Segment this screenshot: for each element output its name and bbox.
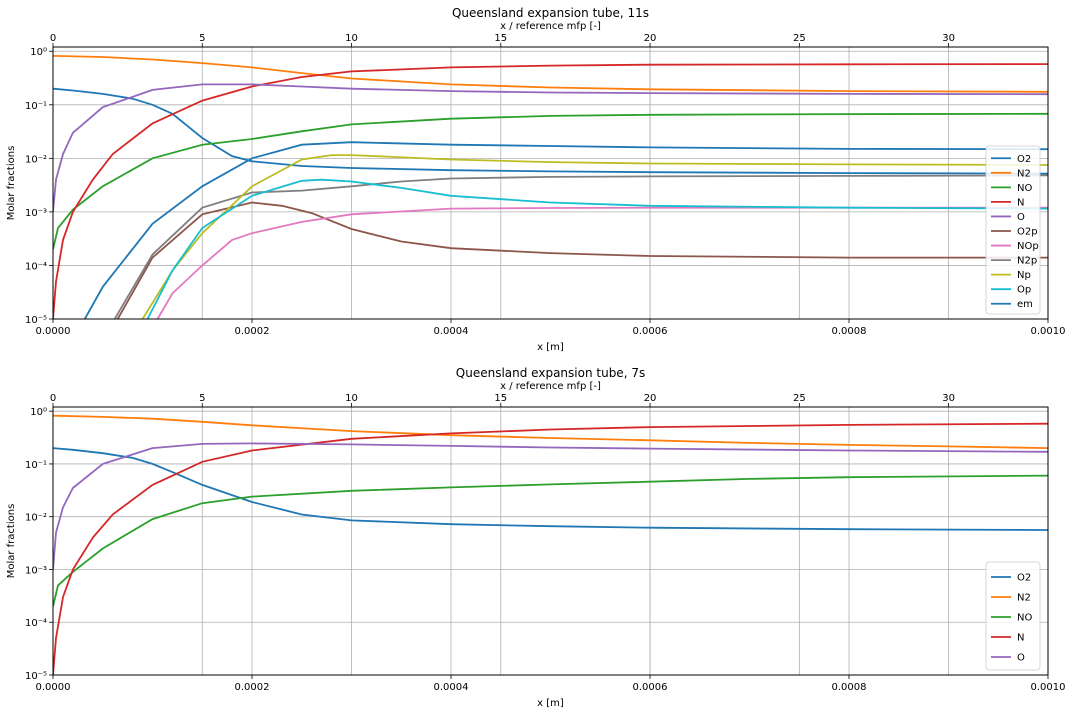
series-line-Op xyxy=(146,178,1048,319)
x-tick-label: 0.0010 xyxy=(1031,682,1066,693)
top-tick-label: 10 xyxy=(345,33,358,44)
chart-panel-1: 0.0000 0.0002 0.0004 0.0006 0.0008 0.0010 0 5 10… xyxy=(6,6,1066,353)
legend-label: O2 xyxy=(1017,573,1031,584)
legend-label: O xyxy=(1017,653,1025,664)
legend-label: N2 xyxy=(1017,168,1031,179)
x-tick-label: 0.0006 xyxy=(633,682,668,693)
plot-frame xyxy=(52,46,1049,320)
top-tick-label: 30 xyxy=(942,33,955,44)
series-line-O2 xyxy=(53,87,1048,175)
x-tick-label: 0.0010 xyxy=(1031,326,1066,337)
legend-label: Np xyxy=(1017,270,1031,281)
y-tick-label: 10⁻² xyxy=(25,154,47,165)
y-tick-label: 10⁻³ xyxy=(25,208,47,219)
legend-box xyxy=(985,561,1041,671)
legend-label: em xyxy=(1017,299,1033,310)
series-line-O xyxy=(53,83,1048,212)
top-axis-label: x / reference mfp [-] xyxy=(500,381,601,392)
top-tick-label: 5 xyxy=(199,393,205,404)
top-tick-label: 0 xyxy=(50,33,56,44)
x-axis-label: x [m] xyxy=(537,698,564,709)
series-line-NOp xyxy=(156,206,1048,319)
y-tick-label: 10⁰ xyxy=(30,47,47,58)
top-tick-label: 15 xyxy=(494,393,507,404)
series-line-NO xyxy=(53,112,1048,250)
legend-label: N xyxy=(1017,633,1024,644)
series-line-N xyxy=(53,63,1048,319)
series-line-O2p xyxy=(116,201,1048,319)
x-tick-label: 0.0004 xyxy=(434,682,469,693)
series-line-N2p xyxy=(113,174,1048,319)
x-axis-label: x [m] xyxy=(537,342,564,353)
top-tick-label: 5 xyxy=(199,33,205,44)
legend-label: N2p xyxy=(1017,256,1037,267)
legend-label: NO xyxy=(1017,613,1032,624)
top-tick-label: 15 xyxy=(494,33,507,44)
chart-panel-2: 0.0000 0.0002 0.0004 0.0006 0.0008 0.0010 0 5 10… xyxy=(6,366,1066,709)
series-line-O xyxy=(53,442,1048,570)
legend-label: N2 xyxy=(1017,593,1031,604)
legend-label: NO xyxy=(1017,183,1032,194)
series-line-N2 xyxy=(53,414,1048,449)
y-axis-label: Molar fractions xyxy=(6,504,17,579)
legend-label: Op xyxy=(1017,285,1031,296)
y-axis-label: Molar fractions xyxy=(6,146,17,221)
y-tick-label: 10⁻⁴ xyxy=(25,261,47,272)
series-line-N xyxy=(53,422,1048,675)
y-tick-label: 10⁰ xyxy=(30,407,47,418)
top-axis-label: x / reference mfp [-] xyxy=(500,21,601,32)
y-tick-label: 10⁻¹ xyxy=(25,101,47,112)
legend-label: O xyxy=(1017,212,1025,223)
legend-label: NOp xyxy=(1017,241,1039,252)
y-tick-label: 10⁻⁵ xyxy=(25,315,47,326)
chart-title: Queensland expansion tube, 11s xyxy=(452,6,649,20)
legend: O2 N2 NO NO xyxy=(985,561,1041,671)
series-group xyxy=(53,414,1048,675)
legend-label: O2 xyxy=(1017,154,1031,165)
chart-title: Queensland expansion tube, 7s xyxy=(456,366,645,380)
y-tick-label: 10⁻⁵ xyxy=(25,671,47,682)
top-tick-label: 20 xyxy=(644,33,657,44)
y-tick-label: 10⁻¹ xyxy=(25,460,47,471)
y-tick-label: 10⁻³ xyxy=(25,565,47,576)
x-tick-label: 0.0002 xyxy=(235,326,270,337)
series-group xyxy=(53,55,1048,319)
plot-frame xyxy=(52,406,1049,676)
top-tick-label: 0 xyxy=(50,393,56,404)
top-tick-label: 30 xyxy=(942,393,955,404)
y-tick-label: 10⁻⁴ xyxy=(25,618,47,629)
series-line-NO xyxy=(53,474,1048,607)
top-tick-label: 25 xyxy=(793,33,806,44)
series-line-O2 xyxy=(53,447,1048,531)
x-tick-label: 0.0008 xyxy=(832,682,867,693)
legend-label: N xyxy=(1017,197,1024,208)
top-tick-label: 20 xyxy=(644,393,657,404)
x-tick-label: 0.0006 xyxy=(633,326,668,337)
top-tick-label: 10 xyxy=(345,393,358,404)
legend-label: O2p xyxy=(1017,227,1038,238)
y-tick-label: 10⁻² xyxy=(25,513,47,524)
series-line-Np xyxy=(141,154,1048,319)
legend: O2 N2 NO NO O2p NOp N2p Np Op em xyxy=(985,145,1041,315)
x-tick-label: 0.0004 xyxy=(434,326,469,337)
x-tick-label: 0.0000 xyxy=(36,682,71,693)
series-line-N2 xyxy=(53,55,1048,93)
x-tick-label: 0.0008 xyxy=(832,326,867,337)
x-tick-label: 0.0002 xyxy=(235,682,270,693)
series-line-em xyxy=(84,141,1048,319)
top-tick-label: 25 xyxy=(793,393,806,404)
x-tick-label: 0.0000 xyxy=(36,326,71,337)
